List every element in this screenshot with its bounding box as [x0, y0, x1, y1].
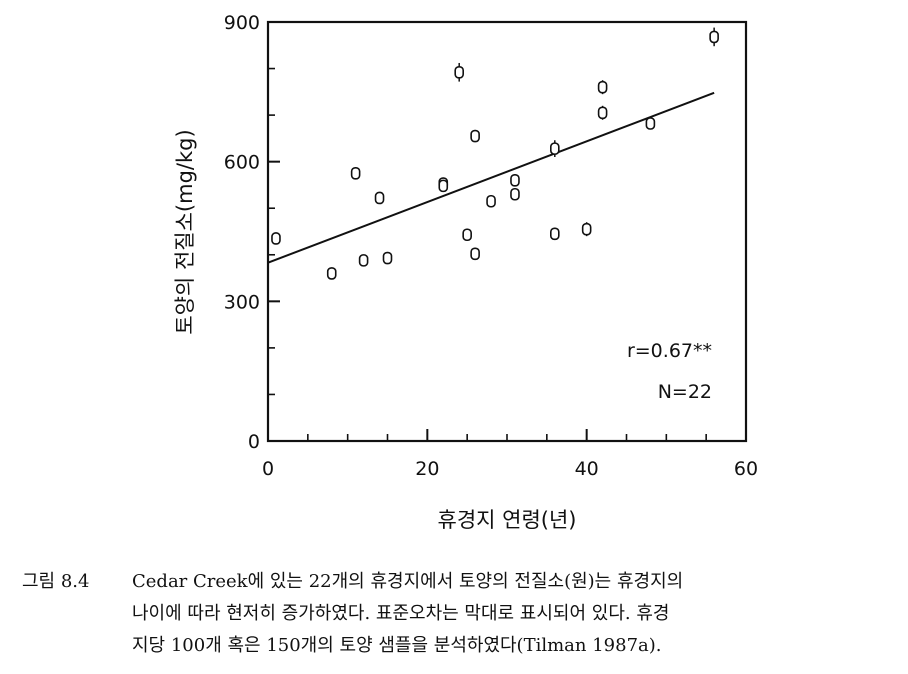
data-point — [486, 194, 496, 208]
data-point — [549, 140, 560, 158]
regression-line — [267, 91, 715, 264]
point-marker — [462, 228, 472, 242]
data-point — [510, 187, 520, 201]
point-marker — [358, 254, 369, 267]
x-tick-label: 60 — [734, 458, 758, 480]
point-marker — [709, 30, 719, 44]
point-marker — [510, 187, 520, 201]
caption-line: Cedar Creek에 있는 22개의 휴경지에서 토양의 전질소(원)는 휴… — [132, 571, 684, 592]
y-tick-label: 600 — [224, 152, 260, 174]
x-tick-label: 0 — [262, 458, 274, 480]
y-tick-label: 900 — [224, 12, 260, 34]
point-marker — [597, 80, 608, 94]
data-point — [470, 247, 480, 261]
data-point — [454, 62, 465, 82]
x-axis-tick-labels: 0 20 40 60 — [262, 458, 758, 480]
y-tick-label: 0 — [248, 431, 260, 453]
point-marker — [438, 179, 449, 193]
x-tick-label: 20 — [415, 458, 439, 480]
data-point — [350, 167, 361, 180]
point-marker — [581, 222, 592, 236]
data-point — [510, 173, 520, 187]
point-marker — [549, 142, 560, 155]
caption-line: 나이에 따라 현저히 증가하였다. 표준오차는 막대로 표시되어 있다. 휴경 — [132, 603, 670, 624]
data-point — [597, 105, 608, 120]
data-point — [581, 222, 592, 237]
data-point — [597, 80, 608, 95]
data-point — [326, 267, 337, 280]
data-point — [271, 232, 281, 245]
data-point — [709, 27, 719, 47]
caption-label: 그림 8.4 — [22, 571, 90, 592]
point-marker — [597, 106, 608, 120]
scatter-chart: 0 300 600 900 0 20 40 60 r=0.67** N=22 휴경지 연령(… — [173, 12, 758, 532]
point-marker — [374, 191, 385, 205]
y-tick-label: 300 — [224, 291, 260, 313]
point-marker — [549, 227, 560, 241]
x-axis-title: 휴경지 연령(년) — [438, 508, 577, 532]
data-point — [374, 191, 385, 205]
data-point — [438, 179, 449, 193]
caption-body: Cedar Creek에 있는 22개의 휴경지에서 토양의 전질소(원)는 휴… — [132, 566, 892, 662]
point-marker — [470, 129, 480, 143]
point-marker — [382, 251, 393, 265]
point-marker — [470, 247, 480, 261]
point-marker — [645, 117, 656, 130]
data-points — [271, 27, 719, 280]
y-axis-ticks — [268, 21, 280, 442]
sample-size-stat: N=22 — [658, 381, 712, 403]
caption-line: 지당 100개 혹은 150개의 토양 샘플을 분석하였다(Tilman 198… — [132, 635, 662, 656]
y-axis-title: 토양의 전질소(mg/kg) — [173, 129, 197, 334]
point-marker — [326, 267, 337, 280]
point-marker — [454, 65, 465, 79]
point-marker — [350, 167, 361, 180]
point-marker — [510, 173, 520, 187]
x-tick-label: 40 — [575, 458, 599, 480]
figure-caption: 그림 8.4 Cedar Creek에 있는 22개의 휴경지에서 토양의 전질… — [22, 566, 892, 662]
data-point — [549, 227, 560, 241]
correlation-stat: r=0.67** — [627, 340, 712, 362]
point-marker — [271, 232, 281, 245]
x-axis-ticks — [267, 429, 747, 441]
data-point — [462, 228, 472, 242]
y-axis-tick-labels: 0 300 600 900 — [224, 12, 260, 453]
data-point — [382, 251, 393, 265]
data-point — [358, 254, 369, 267]
point-marker — [486, 194, 496, 208]
data-point — [645, 117, 656, 130]
plot-frame — [266, 20, 748, 443]
data-point — [470, 129, 480, 143]
